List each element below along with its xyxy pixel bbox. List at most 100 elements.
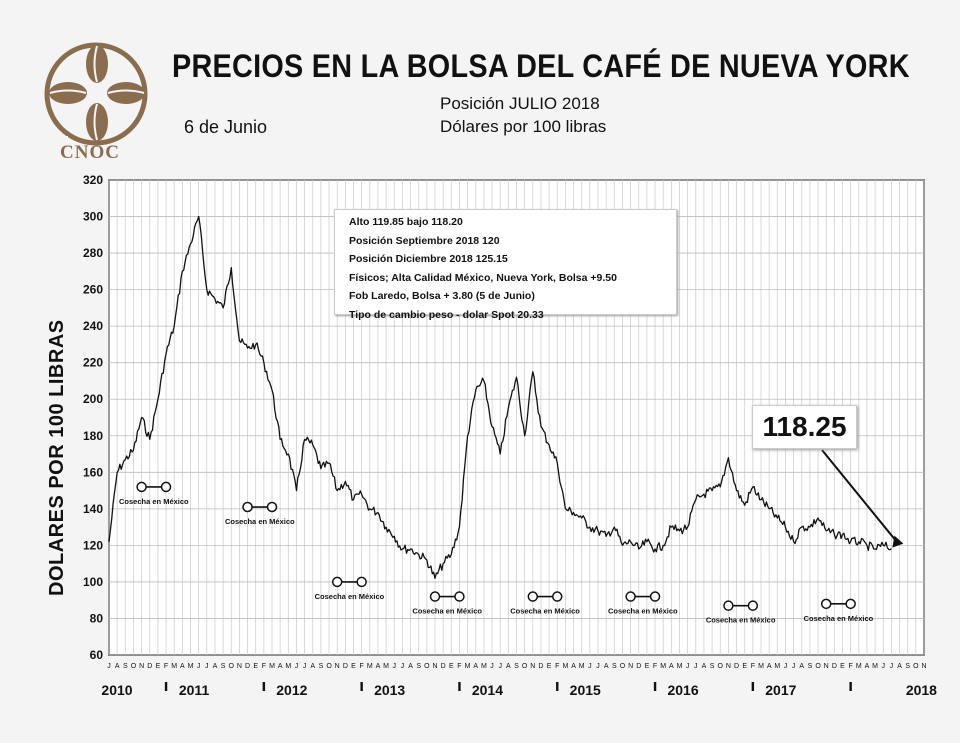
x-tick-label: M [171, 663, 177, 670]
x-tick-label: O [718, 663, 724, 670]
x-tick-label: J [295, 663, 299, 670]
x-tick-label: O [522, 663, 528, 670]
x-tick-label: J [393, 663, 397, 670]
x-tick-label: N [530, 663, 535, 670]
harvest-start-marker [527, 591, 539, 602]
x-tick-label: S [710, 663, 715, 670]
x-tick-label: A [506, 663, 511, 670]
harvest-start-marker [136, 481, 147, 493]
harvest-end-marker [552, 591, 563, 602]
harvest-end-marker [266, 501, 278, 513]
year-marker [849, 682, 852, 691]
x-tick-label: F [457, 663, 461, 670]
x-tick-label: A [669, 663, 674, 670]
harvest-end-marker [454, 591, 465, 602]
year-label: 2013 [374, 682, 405, 698]
x-tick-label: E [742, 663, 747, 670]
position-subtitle: Posición JULIO 2018 [440, 94, 600, 113]
y-tick-label: 60 [90, 648, 104, 662]
x-tick-label: A [473, 663, 478, 670]
info-box: Alto 119.85 bajo 118.20 Posición Septiem… [334, 209, 677, 321]
report-date: 6 de Junio [184, 117, 268, 137]
year-label: 2015 [570, 682, 601, 698]
harvest-start-marker [331, 576, 343, 588]
units-subtitle: Dólares por 100 libras [440, 117, 607, 136]
x-tick-label: J [490, 663, 494, 670]
x-tick-label: A [408, 663, 413, 670]
x-tick-label: F [555, 663, 559, 670]
year-label: 2017 [765, 682, 796, 698]
info-line: Tipo de cambio peso - dolar Spot 20.33 [349, 308, 544, 321]
x-tick-label: J [882, 663, 886, 670]
info-line: Posición Diciembre 2018 125.15 [349, 253, 508, 266]
x-tick-label: J [303, 663, 307, 670]
harvest-end-marker [747, 600, 759, 611]
x-tick-label: O [815, 663, 821, 670]
harvest-start-marker [429, 591, 441, 602]
x-tick-label: N [237, 663, 242, 670]
x-tick-label: S [905, 663, 910, 670]
x-tick-label: J [784, 663, 788, 670]
year-label: 2010 [101, 682, 132, 698]
year-label: 2016 [667, 682, 698, 698]
cnoc-coffee-logo-icon [30, 42, 165, 156]
x-tick-label: S [319, 663, 324, 670]
x-tick-label: E [156, 663, 161, 670]
x-tick-label: D [832, 663, 837, 670]
x-tick-label: D [538, 663, 543, 670]
x-tick-label: J [205, 663, 209, 670]
x-tick-label: D [343, 663, 348, 670]
x-tick-label: S [514, 663, 519, 670]
year-label: 2018 [906, 682, 937, 698]
x-tick-label: A [213, 663, 218, 670]
x-tick-label: S [221, 663, 226, 670]
x-tick-label: A [799, 663, 804, 670]
year-marker [164, 682, 168, 691]
x-tick-label: E [547, 663, 552, 670]
x-tick-label: O [229, 663, 235, 670]
x-tick-label: J [596, 663, 600, 670]
harvest-label: Cosecha en México [510, 607, 580, 616]
y-tick-label: 120 [83, 538, 103, 552]
info-line: Físicos; Alta Calidad México, Nueva York… [349, 271, 617, 284]
y-tick-label: 200 [83, 392, 103, 406]
x-tick-label: A [571, 663, 576, 670]
x-tick-label: A [767, 663, 772, 670]
info-line: Alto 119.85 bajo 118.20 [349, 216, 463, 228]
x-tick-label: E [645, 663, 650, 670]
x-tick-label: A [376, 663, 381, 670]
harvest-start-marker [820, 598, 832, 610]
x-tick-label: E [449, 663, 454, 670]
year-marker [458, 682, 461, 691]
x-tick-label: A [278, 663, 283, 670]
x-tick-label: S [612, 663, 617, 670]
x-tick-label: D [734, 663, 739, 670]
x-tick-label: M [579, 663, 585, 670]
x-tick-label: N [432, 663, 437, 670]
year-marker [653, 682, 657, 691]
x-tick-label: M [872, 663, 878, 670]
x-tick-label: O [326, 663, 332, 670]
x-tick-label: M [774, 663, 780, 670]
x-tick-label: J [686, 663, 690, 670]
x-tick-label: M [677, 663, 683, 670]
x-tick-label: E [253, 663, 258, 670]
year-marker [751, 682, 755, 691]
harvest-label: Cosecha en México [804, 614, 874, 623]
y-tick-label: 80 [90, 611, 104, 625]
x-tick-label: O [131, 663, 137, 670]
x-tick-label: F [653, 663, 657, 670]
harvest-label: Cosecha en México [119, 497, 189, 506]
x-tick-label: A [702, 663, 707, 670]
harvest-label: Cosecha en México [706, 616, 776, 625]
x-tick-label: N [921, 663, 926, 670]
x-tick-label: A [897, 663, 902, 670]
year-label: 2011 [179, 682, 210, 698]
y-tick-label: 320 [83, 173, 103, 187]
x-tick-label: F [164, 663, 168, 670]
callout-arrowhead [892, 535, 904, 548]
x-tick-label: J [890, 663, 894, 670]
info-line: Posición Septiembre 2018 120 [349, 234, 500, 247]
y-tick-label: 180 [83, 429, 103, 443]
